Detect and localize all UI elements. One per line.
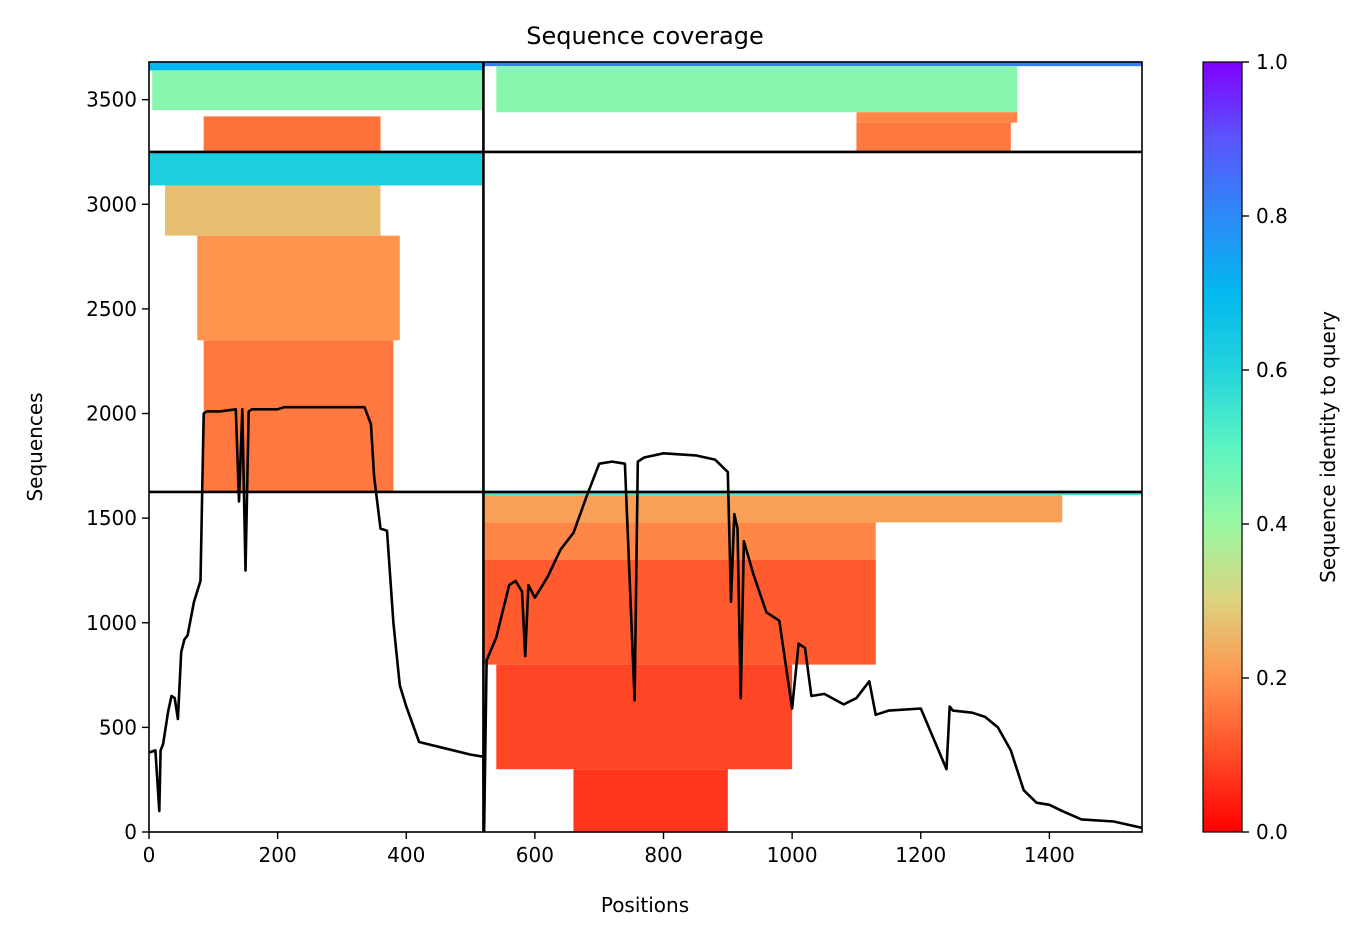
colorbar-tick-label-4: 0.8 xyxy=(1256,204,1288,228)
coverage-band-2-1 xyxy=(496,66,1018,113)
heatmap-layer xyxy=(149,62,1142,832)
y-axis-label: Sequences xyxy=(23,392,47,501)
y-tick-label-0: 0 xyxy=(124,820,137,844)
coverage-band-1-0 xyxy=(149,62,484,71)
chart-title: Sequence coverage xyxy=(526,22,763,50)
colorbar-ticks: 0.0 0.2 0.4 0.6 0.8 1.0 xyxy=(1242,50,1288,844)
coverage-line xyxy=(149,405,1142,832)
x-tick-label-2: 400 xyxy=(387,843,425,867)
x-tick-label-3: 600 xyxy=(516,843,554,867)
coverage-line-layer xyxy=(149,405,1142,832)
coverage-band-2-2 xyxy=(856,112,1018,123)
x-tick-label-5: 1000 xyxy=(767,843,818,867)
colorbar-tick-label-0: 0.0 xyxy=(1256,820,1288,844)
coverage-band-3-2 xyxy=(483,522,876,560)
coverage-band-0-3 xyxy=(203,340,394,492)
colorbar-tick-label-3: 0.6 xyxy=(1256,358,1288,382)
coverage-band-0-1 xyxy=(165,185,381,236)
coverage-band-3-5 xyxy=(573,769,728,832)
y-tick-label-5: 2500 xyxy=(86,297,137,321)
coverage-band-3-4 xyxy=(496,664,793,770)
x-tick-label-6: 1200 xyxy=(895,843,946,867)
coverage-band-0-2 xyxy=(197,235,400,341)
colorbar-tick-label-1: 0.2 xyxy=(1256,666,1288,690)
colorbar-label: Sequence identity to query xyxy=(1316,311,1340,583)
plot-frame xyxy=(148,61,1143,833)
colorbar xyxy=(1202,61,1243,833)
y-tick-label-1: 500 xyxy=(99,715,137,739)
segment-boundaries xyxy=(149,62,1142,832)
y-tick-label-3: 1500 xyxy=(86,506,137,530)
coverage-band-2-0 xyxy=(483,62,1142,67)
coverage-band-1-2 xyxy=(203,116,381,152)
x-tick-label-0: 0 xyxy=(143,843,156,867)
x-axis-ticks: 0 200 400 600 800 1000 1200 1400 xyxy=(143,832,1075,867)
coverage-band-3-3 xyxy=(483,559,876,665)
y-tick-label-2: 1000 xyxy=(86,611,137,635)
coverage-band-1-1 xyxy=(152,70,484,111)
colorbar-tick-label-2: 0.4 xyxy=(1256,512,1288,536)
x-tick-label-4: 800 xyxy=(644,843,682,867)
coverage-band-2-3 xyxy=(856,122,1011,152)
colorbar-tick-label-5: 1.0 xyxy=(1256,50,1288,74)
y-tick-label-7: 3500 xyxy=(86,88,137,112)
y-tick-label-6: 3000 xyxy=(86,192,137,216)
x-tick-label-7: 1400 xyxy=(1024,843,1075,867)
x-tick-label-1: 200 xyxy=(259,843,297,867)
y-tick-label-4: 2000 xyxy=(86,402,137,426)
coverage-band-3-0 xyxy=(483,491,1142,496)
coverage-band-3-1 xyxy=(483,495,1063,523)
x-axis-label: Positions xyxy=(601,893,689,917)
coverage-band-0-0 xyxy=(149,151,484,186)
y-axis-ticks: 0 500 1000 1500 2000 2500 3000 3500 xyxy=(86,88,149,844)
